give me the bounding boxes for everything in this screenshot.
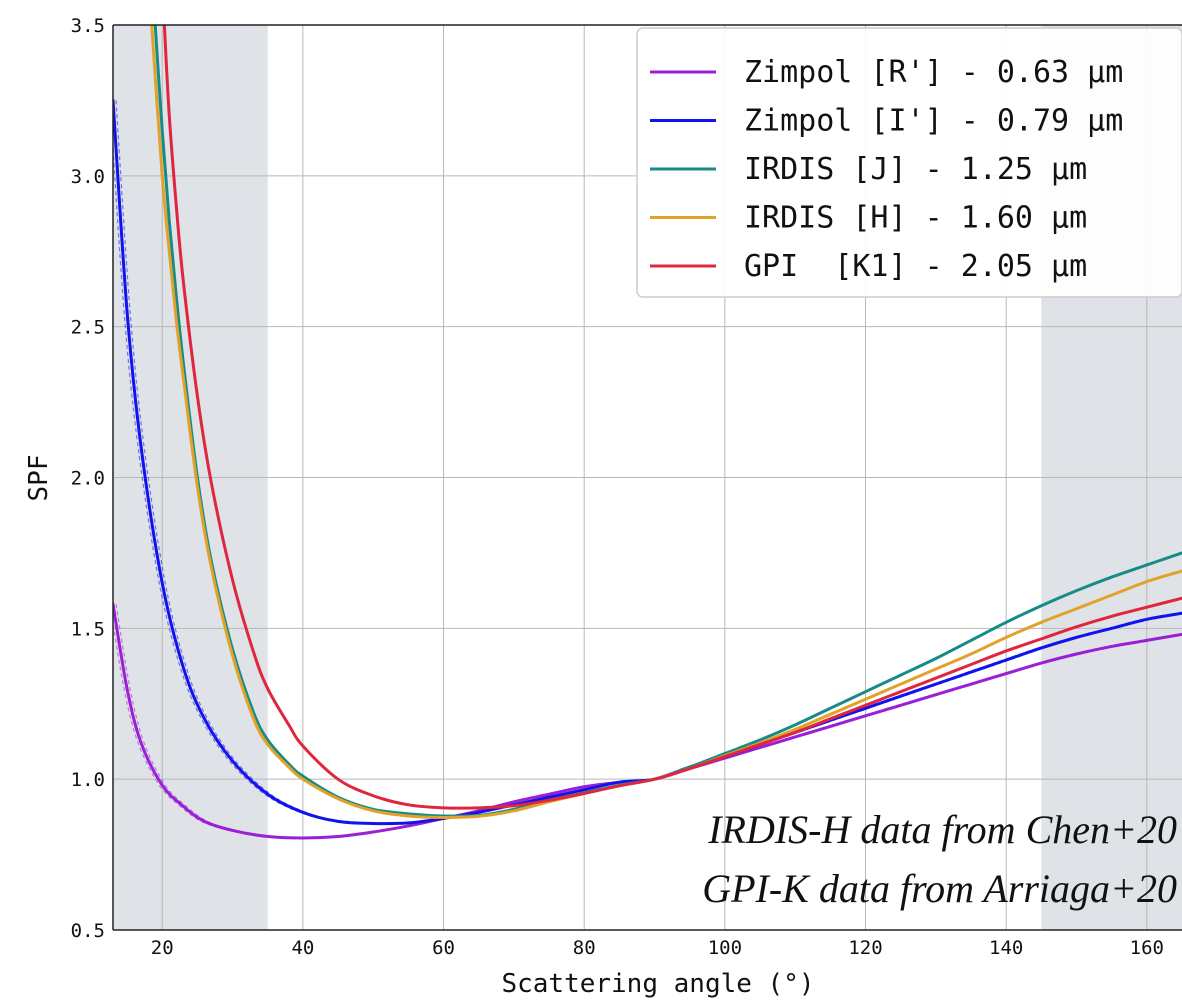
x-tick-label: 120 [848, 937, 882, 959]
legend-entry-4: GPI [K1] - 2.05 µm [744, 249, 1087, 284]
y-tick-label: 1.0 [71, 769, 105, 791]
series-line-1 [113, 98, 1182, 826]
series-line-0 [113, 602, 1182, 840]
x-tick-label: 80 [573, 937, 596, 959]
y-tick-label: 1.5 [71, 618, 105, 640]
x-axis-label: Scattering angle (°) [501, 969, 814, 999]
y-tick-label: 2.0 [71, 468, 105, 490]
x-tick-label: 40 [291, 937, 314, 959]
legend-entry-3: IRDIS [H] - 1.60 µm [744, 201, 1087, 236]
x-tick-label: 20 [151, 937, 174, 959]
annotation-arriaga: GPI-K data from Arriaga+20 [702, 866, 1177, 911]
legend-entry-0: Zimpol [R'] - 0.63 µm [744, 55, 1123, 90]
legend: Zimpol [R'] - 0.63 µm Zimpol [I'] - 0.79 … [636, 27, 1182, 298]
legend-entry-2: IRDIS [J] - 1.25 µm [744, 152, 1087, 187]
x-tick-label: 140 [989, 937, 1023, 959]
y-axis-label: SPF [24, 455, 54, 502]
y-tick-label: 2.5 [71, 317, 105, 339]
y-tick-label: 3.0 [71, 166, 105, 188]
y-tick-label: 3.5 [71, 15, 105, 37]
series-line-4 [162, 25, 1182, 810]
annotation-chen: IRDIS-H data from Chen+20 [707, 807, 1177, 852]
y-tick-labels: 0.5 1.0 1.5 2.0 2.5 3.0 3.5 [71, 15, 105, 942]
x-tick-label: 100 [708, 937, 742, 959]
legend-entry-1: Zimpol [I'] - 0.79 µm [744, 104, 1123, 139]
x-tick-label: 60 [432, 937, 455, 959]
y-tick-label: 0.5 [71, 920, 105, 942]
series-lines [113, 25, 1182, 840]
x-tick-labels: 20 40 60 80 100 120 140 160 [151, 937, 1164, 959]
x-tick-label: 160 [1130, 937, 1164, 959]
legend-box [636, 27, 1182, 298]
series-line-3 [150, 25, 1182, 819]
